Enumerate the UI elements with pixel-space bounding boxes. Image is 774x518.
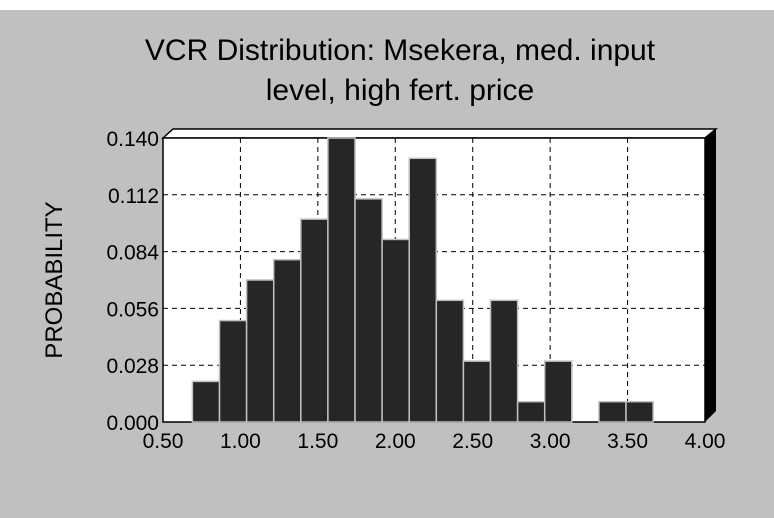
y-tick-label: 0.056: [106, 298, 159, 321]
bar: [489, 299, 519, 423]
chart-title: VCR Distribution: Msekera, med. input: [145, 34, 656, 67]
x-tick-label: 1.50: [297, 430, 338, 453]
bar: [462, 360, 492, 423]
y-tick-label: 0.112: [108, 185, 159, 208]
bar: [191, 380, 221, 423]
y-tick-label: 0.000: [106, 412, 159, 435]
x-tick-label: 0.50: [143, 430, 184, 453]
y-tick-label: 0.140: [106, 128, 159, 151]
x-tick-label: 1.00: [220, 430, 261, 453]
bar: [354, 198, 383, 423]
frame-top: [161, 128, 719, 139]
bar: [435, 299, 465, 423]
bar: [218, 319, 248, 423]
bar: [300, 218, 329, 423]
x-tick-label: 2.50: [452, 430, 493, 453]
bar: [327, 137, 356, 423]
chart-title: level, high fert. price: [266, 74, 534, 107]
y-tick-label: 0.028: [106, 355, 159, 378]
frame-side: [705, 129, 716, 422]
x-tick-label: 4.00: [685, 430, 726, 453]
bar: [543, 360, 573, 423]
x-tick-label: 3.50: [607, 430, 648, 453]
x-tick-label: 2.00: [375, 430, 416, 453]
y-tick-label: 0.084: [106, 242, 159, 265]
bar: [272, 258, 302, 423]
bar: [625, 400, 654, 423]
bar: [381, 238, 410, 423]
y-axis-label: PROBABILITY: [41, 201, 68, 358]
bar: [516, 400, 546, 423]
bar: [245, 279, 275, 423]
x-tick-label: 3.00: [530, 430, 571, 453]
bar: [408, 157, 438, 423]
bar: [598, 400, 627, 423]
